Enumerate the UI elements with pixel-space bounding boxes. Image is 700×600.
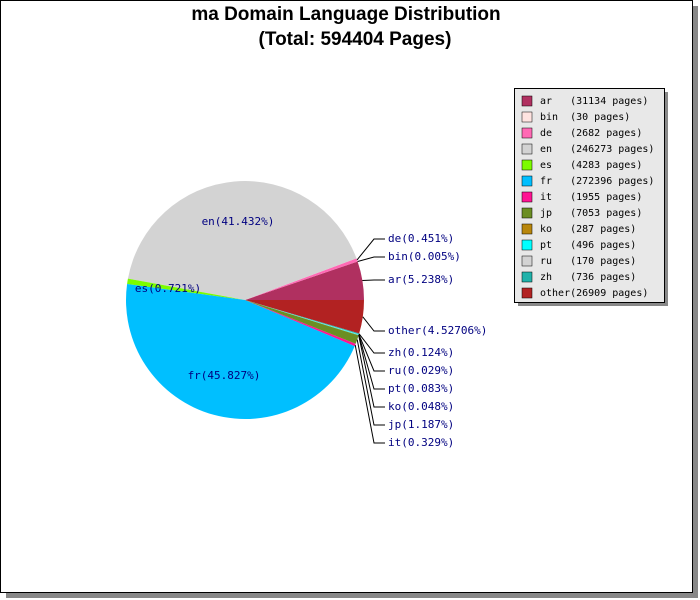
slice-label: es(0.721%) <box>135 282 201 295</box>
pie-slice <box>245 300 359 336</box>
legend-label: fr (272396 pages) <box>540 176 654 187</box>
chart-subtitle: (Total: 594404 Pages) <box>259 29 452 50</box>
legend-swatch <box>521 191 533 203</box>
slice-label: ar(5.238%) <box>388 273 454 286</box>
legend-label: other(26909 pages) <box>540 288 648 299</box>
legend-label: bin (30 pages) <box>540 112 630 123</box>
leader-line <box>362 279 385 282</box>
legend <box>514 88 665 303</box>
slice-label: de(0.451%) <box>388 232 454 245</box>
legend-swatch <box>521 207 533 219</box>
legend-swatch <box>521 271 533 283</box>
pie-slice <box>126 283 355 419</box>
legend-swatch <box>521 127 533 139</box>
slice-label: bin(0.005%) <box>388 250 461 263</box>
legend-label: ko (287 pages) <box>540 224 636 235</box>
slice-label: jp(1.187%) <box>388 418 454 431</box>
pie-slice <box>245 300 364 334</box>
legend-label: de (2682 pages) <box>540 128 642 139</box>
leader-line <box>356 238 385 261</box>
slice-label: en(41.432%) <box>202 215 275 228</box>
leader-line <box>358 334 385 390</box>
pie-slice <box>245 300 360 335</box>
legend-label: it (1955 pages) <box>540 192 642 203</box>
pie-slice <box>127 278 245 300</box>
slice-label: pt(0.083%) <box>388 382 454 395</box>
legend-label: jp (7053 pages) <box>540 208 642 219</box>
slice-label: it(0.329%) <box>388 436 454 449</box>
pie-slice <box>127 181 357 300</box>
legend-swatch <box>521 175 533 187</box>
leader-line <box>358 333 385 354</box>
slice-label: ru(0.029%) <box>388 364 454 377</box>
leader-line <box>358 334 385 372</box>
leader-line <box>356 339 385 426</box>
slice-label: fr(45.827%) <box>188 369 261 382</box>
leader-line <box>362 316 385 332</box>
leader-line <box>354 344 385 444</box>
pie-slice <box>245 261 358 300</box>
pie-slice <box>245 258 358 300</box>
leader-line <box>358 335 385 408</box>
pie-slice <box>245 300 359 336</box>
legend-swatch <box>521 255 533 267</box>
pie-slice <box>245 300 359 335</box>
legend-swatch <box>521 95 533 107</box>
legend-swatch <box>521 223 533 235</box>
legend-label: zh (736 pages) <box>540 272 636 283</box>
pie-slice <box>245 300 356 347</box>
leader-line <box>357 256 385 263</box>
slice-label: ko(0.048%) <box>388 400 454 413</box>
legend-swatch <box>521 111 533 123</box>
legend-swatch <box>521 239 533 251</box>
legend-swatch <box>521 287 533 299</box>
slice-label: other(4.52706%) <box>388 324 487 337</box>
legend-label: en (246273 pages) <box>540 144 654 155</box>
legend-label: ar (31134 pages) <box>540 96 648 107</box>
legend-swatch <box>521 159 533 171</box>
legend-label: es (4283 pages) <box>540 160 642 171</box>
legend-label: pt (496 pages) <box>540 240 636 251</box>
slice-label: zh(0.124%) <box>388 346 454 359</box>
legend-label: ru (170 pages) <box>540 256 636 267</box>
chart-title: ma Domain Language Distribution <box>191 4 500 25</box>
legend-swatch <box>521 143 533 155</box>
pie-slice <box>245 300 359 344</box>
pie-slice <box>245 261 364 300</box>
